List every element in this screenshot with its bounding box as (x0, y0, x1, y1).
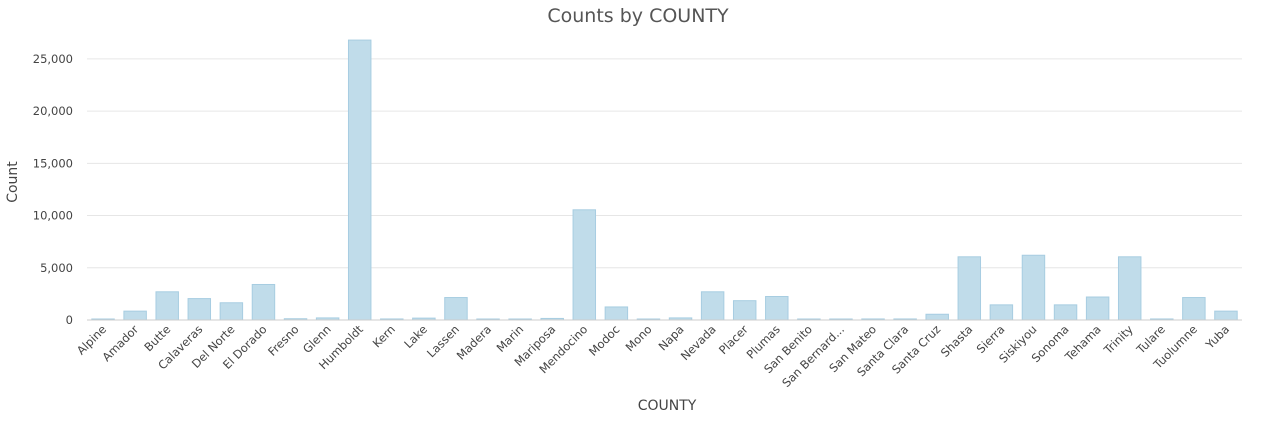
x-tick-label: Kern (370, 322, 398, 350)
bar-placer[interactable] (732, 300, 757, 321)
y-axis-title: Count (5, 161, 21, 203)
bar-butte[interactable] (155, 291, 179, 321)
bar-siskiyou[interactable] (1021, 254, 1046, 321)
y-tick-label: 15,000 (33, 156, 73, 170)
bar-tehama[interactable] (1085, 296, 1110, 321)
bar-shasta[interactable] (957, 256, 982, 321)
bar-tuolumne[interactable] (1182, 297, 1206, 321)
bar-lassen[interactable] (444, 297, 468, 321)
bar-santa-cruz[interactable] (925, 313, 949, 321)
bar-amador[interactable] (123, 310, 147, 321)
bar-humboldt[interactable] (347, 39, 372, 321)
y-tick-label: 25,000 (33, 52, 73, 66)
y-tick-labels: 0 5,000 10,000 15,000 20,000 25,000 (33, 52, 73, 327)
bar-calaveras[interactable] (187, 298, 212, 321)
x-tick-label: Mono (623, 322, 655, 354)
x-tick-label: Shasta (938, 322, 976, 360)
x-tick-label: Madera (454, 322, 494, 362)
bar-sierra[interactable] (989, 304, 1014, 321)
y-tick-label: 5,000 (40, 261, 73, 275)
bar-mendocino[interactable] (572, 209, 597, 321)
bar-modoc[interactable] (604, 306, 629, 321)
bar-plumas[interactable] (765, 296, 789, 321)
bars (91, 39, 1238, 321)
gridlines (87, 58, 1242, 269)
bar-el-dorado[interactable] (251, 283, 276, 321)
x-tick-label: Modoc (586, 322, 623, 359)
y-tick-label: 10,000 (33, 209, 73, 223)
x-tick-label: Fresno (265, 322, 302, 359)
x-tick-label: Nevada (678, 322, 719, 363)
x-tick-label: Lake (401, 322, 430, 351)
x-axis-title: COUNTY (638, 398, 697, 414)
bar-nevada[interactable] (700, 291, 725, 321)
bar-yuba[interactable] (1214, 310, 1238, 321)
y-tick-label: 20,000 (33, 104, 73, 118)
bar-trinity[interactable] (1117, 256, 1142, 321)
bar-sonoma[interactable] (1053, 304, 1078, 321)
y-tick-label: 0 (66, 313, 73, 327)
bar-del-norte[interactable] (219, 302, 244, 321)
x-tick-label: Amador (99, 322, 141, 364)
chart-title: Counts by COUNTY (547, 5, 729, 27)
x-tick-label: Trinity (1100, 322, 1136, 358)
x-tick-label: Yuba (1202, 322, 1232, 352)
